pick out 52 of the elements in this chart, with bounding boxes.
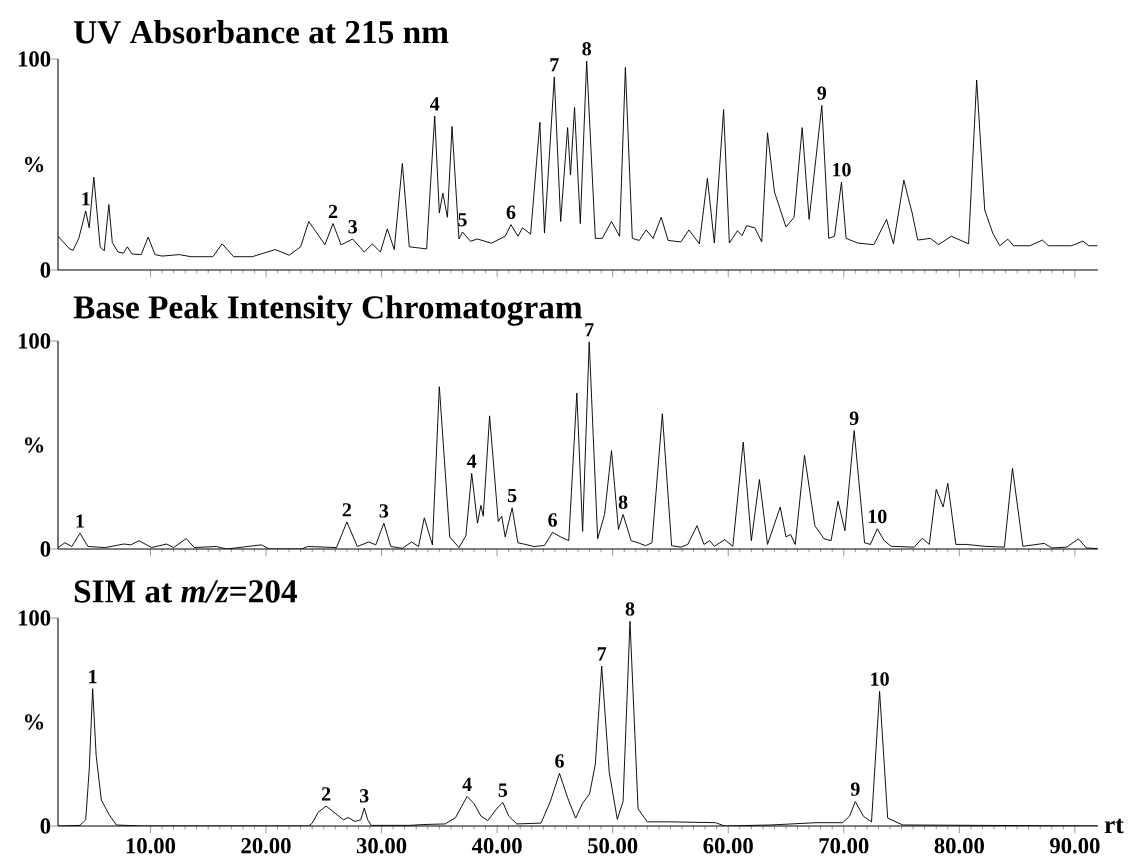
annotation: 8 <box>618 495 628 509</box>
annotation: 3 <box>379 504 389 518</box>
annotation: 4 <box>429 97 440 111</box>
annotation: 7 <box>597 647 607 661</box>
annotation: 1 <box>76 514 84 528</box>
annotation: 9 <box>849 411 859 426</box>
annotation: 6 <box>555 754 564 768</box>
annotation: 3 <box>348 219 357 234</box>
annotation: 4 <box>466 454 477 468</box>
x-tick-label: 50.00 <box>588 838 638 854</box>
y-axis-title: % <box>24 714 44 730</box>
y-tick-label: 100 <box>18 51 51 67</box>
x-tick-label: 20.00 <box>241 838 291 854</box>
y-axis-title: % <box>24 156 44 173</box>
annotation: 5 <box>498 783 508 797</box>
annotation: 3 <box>359 789 369 803</box>
annotation: 7 <box>550 58 559 72</box>
x-tick-label: 60.00 <box>703 838 753 854</box>
x-tick-label: 30.00 <box>356 838 407 854</box>
x-tick-label: 10.00 <box>126 838 176 854</box>
y-tick-label: 0 <box>40 541 51 557</box>
annotation: 1 <box>82 192 90 206</box>
annotation: 6 <box>506 205 516 220</box>
annotation: 5 <box>458 213 467 227</box>
x-tick-label: 40.00 <box>471 838 522 854</box>
x-tick-label: 90.00 <box>1050 838 1100 854</box>
y-tick-label: 0 <box>40 818 51 834</box>
chart-title: Base Peak Intensity Chromatogram <box>73 295 583 326</box>
annotation: 2 <box>342 503 352 517</box>
annotation: 8 <box>625 602 635 616</box>
x-axis-title: rt <box>1104 818 1124 834</box>
annotation: 10 <box>868 509 887 524</box>
annotation: 6 <box>548 513 557 527</box>
annotation: 7 <box>585 323 594 337</box>
x-tick-label: 80.00 <box>934 838 984 854</box>
annotation: 9 <box>850 782 860 796</box>
annotation: 4 <box>462 777 472 791</box>
chart-title: UV Absorbance at 215 nm <box>73 20 449 44</box>
annotation: 8 <box>582 42 591 56</box>
annotation: 2 <box>321 787 331 801</box>
x-tick-label: 70.00 <box>819 838 869 854</box>
annotation: 9 <box>817 86 827 100</box>
y-axis-title: % <box>24 437 44 453</box>
annotation: 2 <box>328 204 338 218</box>
y-tick-label: 0 <box>40 262 51 278</box>
annotation: 10 <box>871 672 889 686</box>
annotation: 5 <box>507 488 517 503</box>
annotation: 1 <box>89 669 97 684</box>
y-tick-label: 100 <box>18 333 51 349</box>
annotation: 10 <box>833 162 851 177</box>
chart-title: SIM at m/z=204 <box>74 580 298 603</box>
y-tick-label: 100 <box>18 610 51 626</box>
